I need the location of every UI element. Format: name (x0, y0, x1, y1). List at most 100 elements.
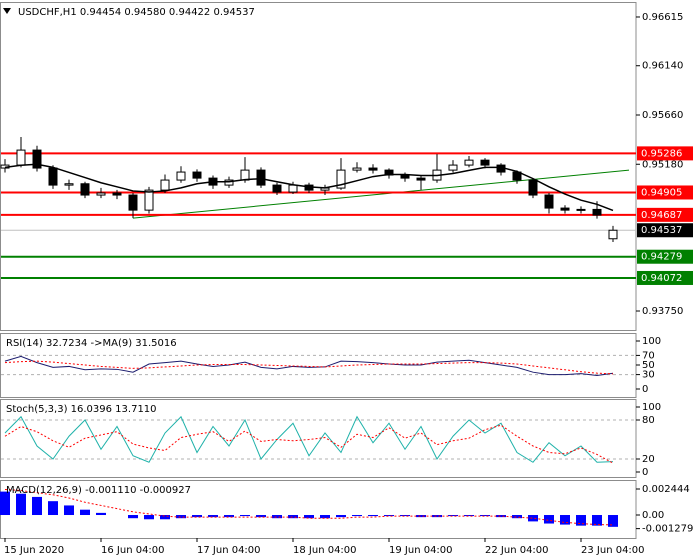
panel-title: RSI(14) 32.7234 ->MA(9) 31.5016 (6, 338, 177, 349)
candle-body (176, 171, 186, 181)
histogram-bar (432, 515, 442, 518)
candle-body (528, 179, 538, 196)
signal-line (4, 488, 614, 526)
candle-body (64, 183, 74, 186)
histogram-bar (128, 515, 138, 519)
histogram-bar (336, 515, 346, 518)
indicator-line (4, 424, 614, 464)
histogram-bar (208, 515, 218, 518)
candle-body (256, 169, 266, 186)
candle-body (192, 171, 202, 179)
histogram-bar (80, 509, 90, 516)
histogram-bar (144, 515, 154, 520)
histogram-bar (560, 515, 570, 525)
histogram-bar (176, 515, 186, 519)
level-label: 0.94905 (641, 187, 682, 198)
histogram-bar (192, 515, 202, 518)
histogram-bar (512, 515, 522, 519)
level-label-box (637, 185, 693, 200)
histogram-bar (64, 505, 74, 516)
candle-body (160, 179, 170, 191)
histogram-bar (304, 515, 314, 519)
y-tick-label: 0.00 (642, 510, 664, 521)
candle-body (368, 167, 378, 171)
y-tick-label: 0 (642, 384, 648, 395)
candle-body (608, 229, 618, 240)
candle-body (16, 149, 26, 166)
y-tick-label: 0.95180 (642, 159, 683, 170)
level-label-box (637, 207, 693, 222)
histogram-bar (608, 515, 618, 527)
candle-body (592, 208, 602, 216)
histogram-bar (240, 515, 250, 517)
histogram-bar (16, 493, 26, 516)
trendline (132, 169, 630, 219)
histogram-bar (576, 515, 586, 526)
candle-body (128, 194, 138, 211)
candle-body (464, 159, 474, 166)
level-label: 0.94279 (641, 252, 682, 263)
current-price-label: 0.94537 (641, 225, 682, 236)
indicator-line (4, 355, 614, 377)
y-tick-label: 0.95660 (642, 110, 683, 121)
candle-body (336, 169, 346, 189)
candle-body (400, 174, 410, 179)
histogram-bar (256, 515, 266, 518)
x-tick-label: 22 Jun 04:00 (485, 545, 549, 556)
candle-body (288, 184, 298, 193)
level-label: 0.95286 (641, 148, 682, 159)
histogram-bar (544, 515, 554, 524)
x-tick-label: 23 Jun 04:00 (581, 545, 645, 556)
y-tick-label: 0.002444 (642, 484, 690, 495)
histogram-bar (48, 501, 58, 516)
candle-body (96, 192, 106, 196)
histogram-bar (320, 515, 330, 519)
y-tick-label: 0 (642, 467, 648, 478)
histogram-bar (592, 515, 602, 526)
candle-body (576, 208, 586, 211)
histogram-bar (368, 515, 378, 517)
histogram-bar (528, 515, 538, 522)
candle-body (544, 194, 554, 209)
histogram-bar (32, 496, 42, 516)
y-tick-label: 0.96140 (642, 61, 683, 72)
y-tick-label: 30 (642, 370, 655, 381)
candle-body (448, 164, 458, 171)
candle-body (144, 189, 154, 211)
candle-body (32, 149, 42, 169)
panel-frame (0, 399, 637, 478)
x-tick-label: 18 Jun 04:00 (293, 545, 357, 556)
y-tick-label: 20 (642, 454, 655, 465)
histogram-bar (400, 515, 410, 517)
moving-average (4, 163, 614, 212)
indicator-line (4, 360, 614, 375)
panel-title: USDCHF,H1 0.94454 0.94580 0.94422 0.9453… (18, 7, 255, 18)
histogram-bar (224, 515, 234, 518)
candle-body (272, 184, 282, 193)
y-tick-label: 80 (642, 415, 655, 426)
y-tick-label: 100 (642, 402, 661, 413)
y-tick-label: 50 (642, 360, 655, 371)
level-label: 0.94687 (641, 210, 682, 221)
y-tick-label: 0.93750 (642, 306, 683, 317)
candle-body (48, 167, 58, 186)
x-tick-label: 16 Jun 04:00 (101, 545, 165, 556)
histogram-bar (96, 512, 106, 516)
candle-body (240, 169, 250, 181)
candle-body (80, 183, 90, 196)
panel-title: Stoch(5,3,3) 16.0396 13.7110 (6, 404, 157, 415)
candle-body (224, 179, 234, 186)
indicator-line (4, 415, 614, 463)
candle-body (560, 207, 570, 211)
histogram-bar (480, 515, 490, 517)
histogram-bar (160, 515, 170, 520)
candle-body (112, 192, 122, 196)
indicator-icon (3, 8, 11, 14)
y-tick-label: 70 (642, 350, 655, 361)
histogram-bar (0, 491, 10, 516)
x-tick-label: 19 Jun 04:00 (389, 545, 453, 556)
histogram-bar (352, 515, 362, 517)
x-tick-label: 17 Jun 04:00 (197, 545, 261, 556)
